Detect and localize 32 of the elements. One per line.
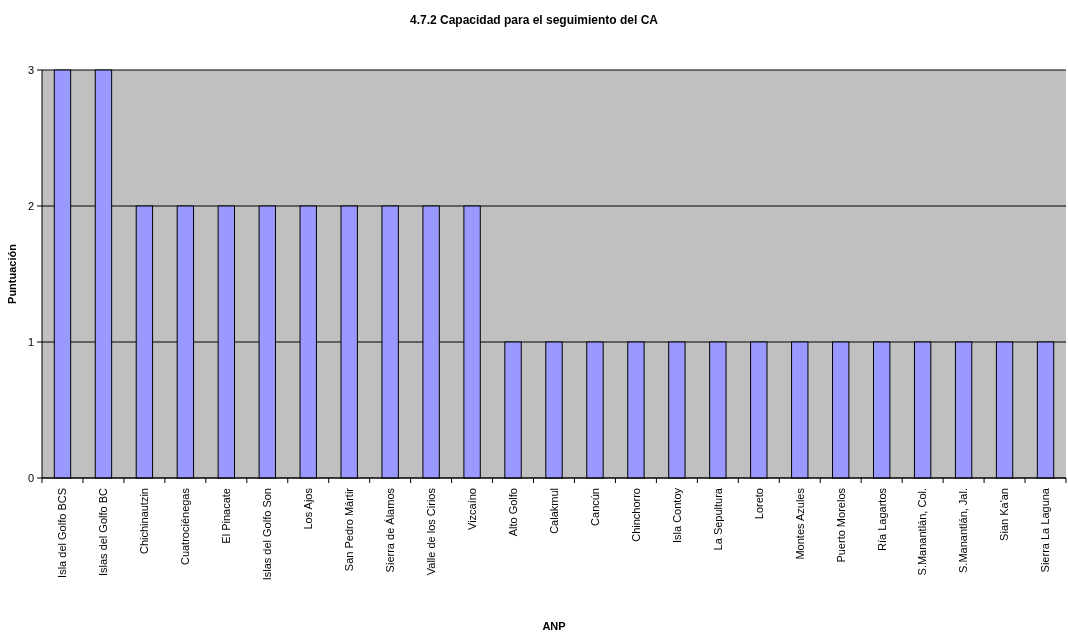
x-tick-label: Sian Ka'an [998, 488, 1011, 541]
x-tick-label: Alto Golfo [506, 488, 519, 537]
x-tick-label: Sierra de Álamos [384, 487, 397, 573]
x-tick-label: Cuatrociénegas [179, 487, 192, 566]
x-tick-label: Isla Contoy [670, 487, 683, 544]
x-tick-label: Chinchorro [629, 488, 642, 542]
y-axis-title: Puntuación [6, 243, 18, 304]
x-tick-label: Montes Azules [793, 487, 806, 560]
y-tick-label: 2 [27, 199, 34, 212]
x-tick-label: Chichinautzin [138, 488, 151, 555]
y-tick-label: 0 [27, 471, 34, 484]
x-tick-label: Los Ajos [302, 487, 315, 530]
x-tick-label: Islas del Golfo Son [261, 488, 274, 581]
x-tick-label: San Pedro Mártir [343, 487, 356, 572]
x-tick-label: Islas del Golfo BC [97, 487, 110, 577]
y-tick-label: 3 [27, 63, 34, 76]
x-tick-label: Loreto [752, 488, 765, 520]
chart-title: 4.7.2 Capacidad para el seguimiento del CA [409, 13, 659, 27]
x-tick-label: S.Manantlán, Col. [916, 488, 929, 576]
x-tick-label: Ría Lagartos [875, 487, 888, 551]
x-tick-label: Puerto Morelos [834, 487, 847, 563]
x-tick-label: Isla del Golfo BCS [56, 488, 69, 578]
x-tick-label: Cancún [588, 488, 601, 526]
x-tick-label: El Pinacate [220, 488, 233, 544]
y-tick-label: 1 [27, 335, 34, 348]
x-axis-title: ANP [542, 620, 566, 632]
x-tick-label: Valle de los Cirios [424, 487, 437, 576]
x-tick-label: S.Manantlán, Jal. [957, 488, 970, 573]
x-tick-label: Calakmul [547, 488, 560, 534]
x-tick-label: Vizcaíno [465, 488, 478, 530]
x-tick-label: La Sepultura [711, 487, 724, 551]
x-tick-label: Sierra La Laguna [1039, 487, 1052, 573]
